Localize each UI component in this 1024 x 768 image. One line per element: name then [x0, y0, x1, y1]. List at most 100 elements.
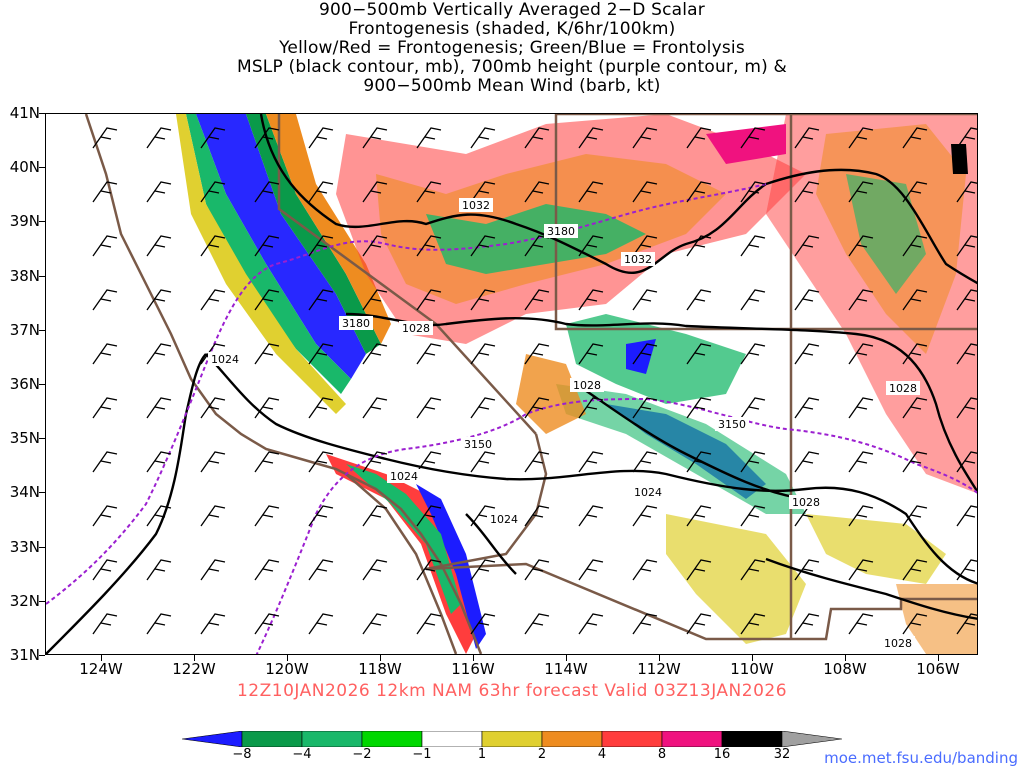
wind-barb [254, 181, 280, 203]
wind-barb [902, 289, 928, 311]
wind-barb [848, 559, 874, 581]
wind-barb [524, 397, 550, 419]
wind-barb [902, 397, 928, 419]
wind-barb [794, 343, 820, 365]
wind-barb [470, 343, 496, 365]
wind-barb [200, 559, 226, 581]
wind-barb [362, 559, 388, 581]
wind-barb [740, 289, 766, 311]
wind-barb [200, 451, 226, 473]
wind-barb [686, 235, 712, 257]
wind-barb [416, 343, 442, 365]
wind-barb [794, 127, 820, 149]
longitude-label: 112W [637, 660, 681, 678]
svg-text:1028: 1028 [792, 496, 820, 509]
wind-barb [470, 127, 496, 149]
colorbar-swatch [421, 731, 483, 747]
wind-barb [578, 127, 604, 149]
wind-barb [470, 235, 496, 257]
wind-barb [146, 127, 172, 149]
latitude-label: 34N [9, 483, 40, 502]
svg-text:1028: 1028 [889, 382, 917, 395]
wind-barb [632, 397, 658, 419]
latitude-tick [39, 546, 45, 548]
mslp-label: 1028 [399, 321, 433, 335]
wind-barb [362, 397, 388, 419]
svg-text:3150: 3150 [718, 418, 746, 431]
colorbar-swatch [361, 731, 423, 747]
wind-barb [308, 613, 334, 635]
wind-barb [794, 559, 820, 581]
latitude-tick [39, 492, 45, 494]
contour-labels: 1032 1032 1028 1028 1028 1024 1024 1024 … [208, 198, 920, 650]
latitude-label: 39N [9, 212, 40, 231]
wind-barb [632, 613, 658, 635]
map-panel: 1032 1032 1028 1028 1028 1024 1024 1024 … [45, 113, 978, 655]
wind-barb [308, 235, 334, 257]
wind-barb [362, 181, 388, 203]
wind-barb [848, 397, 874, 419]
colorbar-label: −4 [292, 747, 312, 762]
wind-barb [794, 613, 820, 635]
latitude-label: 36N [9, 375, 40, 393]
credit-url[interactable]: moe.met.fsu.edu/banding [824, 749, 1018, 767]
latitude-label: 38N [9, 266, 40, 285]
svg-text:1028: 1028 [884, 637, 912, 650]
mslp-contours [46, 114, 977, 654]
wind-barb [686, 181, 712, 203]
svg-text:3180: 3180 [342, 317, 370, 330]
wind-barb [740, 505, 766, 527]
wind-barb [848, 613, 874, 635]
latitude-label: 33N [9, 537, 40, 556]
wind-barb [416, 397, 442, 419]
wind-barb [740, 397, 766, 419]
mslp-label: 1028 [570, 378, 604, 392]
wind-barb [524, 451, 550, 473]
latitude-tick [39, 329, 45, 331]
wind-barb [902, 235, 928, 257]
map-canvas: 1032 1032 1028 1028 1028 1024 1024 1024 … [46, 114, 977, 654]
wind-barb [308, 505, 334, 527]
latitude-tick [39, 384, 45, 385]
latitude-label: 31N [9, 646, 40, 664]
latitude-label: 37N [9, 320, 40, 339]
wind-barb [632, 343, 658, 365]
wind-barb [524, 613, 550, 635]
wind-barb [416, 559, 442, 581]
wind-barb [524, 505, 550, 527]
wind-barb [740, 181, 766, 203]
wind-barb [956, 127, 977, 149]
wind-barb [632, 127, 658, 149]
longitude-label: 108W [823, 660, 867, 678]
longitude-tick [566, 655, 567, 661]
latitude-label: 35N [9, 429, 40, 448]
wind-barb [956, 181, 977, 203]
wind-barb [362, 343, 388, 365]
wind-barb [902, 343, 928, 365]
wind-barb [254, 559, 280, 581]
svg-text:1024: 1024 [490, 513, 518, 526]
wind-barb [92, 451, 118, 473]
longitude-label: 116W [451, 660, 495, 678]
wind-barb [740, 235, 766, 257]
latitude-label: 40N [9, 158, 40, 177]
colorbar-label: 1 [477, 747, 487, 762]
latitude-tick [39, 655, 45, 656]
mslp-label: 1024 [487, 512, 521, 526]
wind-barb [794, 289, 820, 311]
wind-barb [686, 397, 712, 419]
wind-barb [956, 451, 977, 473]
svg-text:1032: 1032 [462, 199, 490, 212]
wind-barb [470, 397, 496, 419]
longitude-tick [101, 655, 102, 661]
wind-barb [146, 289, 172, 311]
wind-barb [902, 613, 928, 635]
wind-barb [794, 181, 820, 203]
latitude-tick [39, 275, 45, 277]
wind-barb [416, 235, 442, 257]
wind-barb [794, 397, 820, 419]
wind-barb [686, 343, 712, 365]
latitude-tick [39, 221, 45, 223]
wind-barb [578, 181, 604, 203]
wind-barb [956, 559, 977, 581]
